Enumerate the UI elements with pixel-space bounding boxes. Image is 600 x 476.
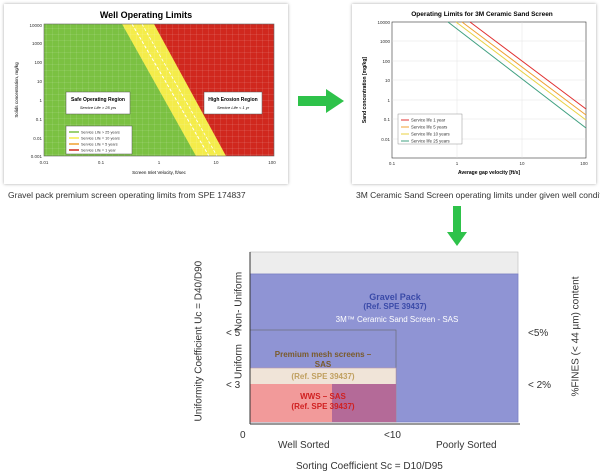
gravel-pack-ref: (Ref. SPE 39437) xyxy=(363,302,427,311)
x-lt10-label: <10 xyxy=(384,430,401,441)
y-tick: 100 xyxy=(34,60,42,65)
left-y-ticks: 10000 1000 100 10 1 0.1 0.01 0.001 xyxy=(29,23,42,159)
x-tick: 1 xyxy=(456,161,459,166)
premium-mesh-label-2: SAS xyxy=(314,360,332,369)
right-legend xyxy=(397,113,463,145)
x-tick: 10 xyxy=(213,160,219,165)
well-sorted-label: Well Sorted xyxy=(278,440,330,451)
x-tick: 1 xyxy=(158,160,161,165)
premium-mesh-label: Premium mesh screens – xyxy=(274,350,372,359)
x-tick: 0.1 xyxy=(389,161,396,166)
left-chart-title: Well Operating Limits xyxy=(100,10,192,20)
well-operating-limits-panel: Well Operating Limits 10000 1000 100 10 … xyxy=(4,4,288,184)
y-tick: 0.1 xyxy=(36,117,43,122)
right-chart-title: Operating Limits for 3M Ceramic Sand Scr… xyxy=(411,11,553,18)
uc-lt3-label: < 3 xyxy=(226,380,241,391)
uc-lt5-label: < 5 xyxy=(226,328,241,339)
arrow-down-icon xyxy=(447,206,467,246)
well-operating-limits-chart: Well Operating Limits 10000 1000 100 10 … xyxy=(14,10,277,175)
x-zero-label: 0 xyxy=(240,430,246,441)
right-y-ticks: 10000 1000 100 10 1 0.1 0.01 xyxy=(377,20,390,142)
right-x-label: Average gap velocity [ft/s] xyxy=(458,170,520,176)
legend-item: Service Life = 5 years xyxy=(81,143,118,147)
poorly-sorted-label: Poorly Sorted xyxy=(436,440,497,451)
legend-item: Service life 5 years xyxy=(411,125,447,130)
ceramic-limits-panel: Operating Limits for 3M Ceramic Sand Scr… xyxy=(352,4,596,184)
y-tick: 0.01 xyxy=(33,136,42,141)
safe-region-sub: Service Life > 25 yrs xyxy=(80,105,116,110)
x-tick: 0.01 xyxy=(40,160,49,165)
wws-overlap-region xyxy=(332,384,396,422)
left-caption: Gravel pack premium screen operating lim… xyxy=(8,190,246,200)
x-tick: 100 xyxy=(268,160,276,165)
y-tick: 10000 xyxy=(29,23,42,28)
erosion-region-label: High Erosion Region xyxy=(208,97,257,103)
left-y-label: Solids concentration, mg/kg xyxy=(14,62,19,118)
fines-lt2-label: < 2% xyxy=(528,380,552,391)
uniform-label: Uniform xyxy=(233,344,245,380)
wws-region xyxy=(250,384,332,422)
fines-axis-label: %FINES (< 44 µm) content xyxy=(570,276,582,397)
x-tick: 10 xyxy=(519,161,525,166)
y-tick: 10 xyxy=(37,79,43,84)
y-tick: 0.01 xyxy=(381,137,390,142)
y-tick: 100 xyxy=(382,59,390,64)
fines-lt5-label: <5% xyxy=(528,328,549,339)
x-tick: 100 xyxy=(580,161,588,166)
x-tick: 0.1 xyxy=(98,160,105,165)
wws-ref: (Ref. SPE 39437) xyxy=(291,402,355,411)
right-caption: 3M Ceramic Sand Screen operating limits … xyxy=(356,190,600,200)
y-tick: 10 xyxy=(385,78,391,83)
gravel-pack-label: Gravel Pack xyxy=(369,292,421,302)
ceramic-limits-chart: Operating Limits for 3M Ceramic Sand Scr… xyxy=(362,11,588,176)
uniformity-axis-label: Uniformity Coefficient Uc = D40/D90 xyxy=(193,260,205,422)
legend-item: Service Life = 1 year xyxy=(81,149,116,153)
y-tick: 1 xyxy=(39,98,42,103)
safe-region-label: Safe Operating Region xyxy=(71,97,125,103)
right-y-label: Sand concentration [mg/kg] xyxy=(362,57,368,123)
premium-mesh-ref: (Ref. SPE 39437) xyxy=(291,372,355,381)
y-tick: 1000 xyxy=(380,39,391,44)
legend-item: Service life 10 years xyxy=(411,132,450,137)
legend-item: Service Life > 25 years xyxy=(81,131,120,135)
erosion-region-sub: Service Life < 1 yr xyxy=(217,105,250,110)
y-tick: 1 xyxy=(387,98,390,103)
legend-item: Service life 1 year xyxy=(411,118,446,123)
left-x-ticks: 0.01 0.1 1 10 100 xyxy=(40,160,277,165)
wws-label: WWS – SAS xyxy=(300,392,346,401)
sorting-axis-label: Sorting Coefficient Sc = D10/D95 xyxy=(296,461,443,472)
left-x-label: Screen Inlet Velocity, ft/sec xyxy=(132,170,186,175)
y-tick: 0.001 xyxy=(31,154,43,159)
right-x-ticks: 0.1 1 10 100 xyxy=(389,161,588,166)
legend-item: Service life 25 years xyxy=(411,139,450,144)
legend-item: Service Life = 10 years xyxy=(81,137,120,141)
y-tick: 10000 xyxy=(377,20,390,25)
arrow-right-icon xyxy=(298,89,344,113)
ceramic-sas-label: 3M™ Ceramic Sand Screen - SAS xyxy=(335,315,459,324)
y-tick: 0.1 xyxy=(384,117,391,122)
non-uniform-label: Non- Uniform xyxy=(233,271,245,332)
y-tick: 1000 xyxy=(32,41,43,46)
